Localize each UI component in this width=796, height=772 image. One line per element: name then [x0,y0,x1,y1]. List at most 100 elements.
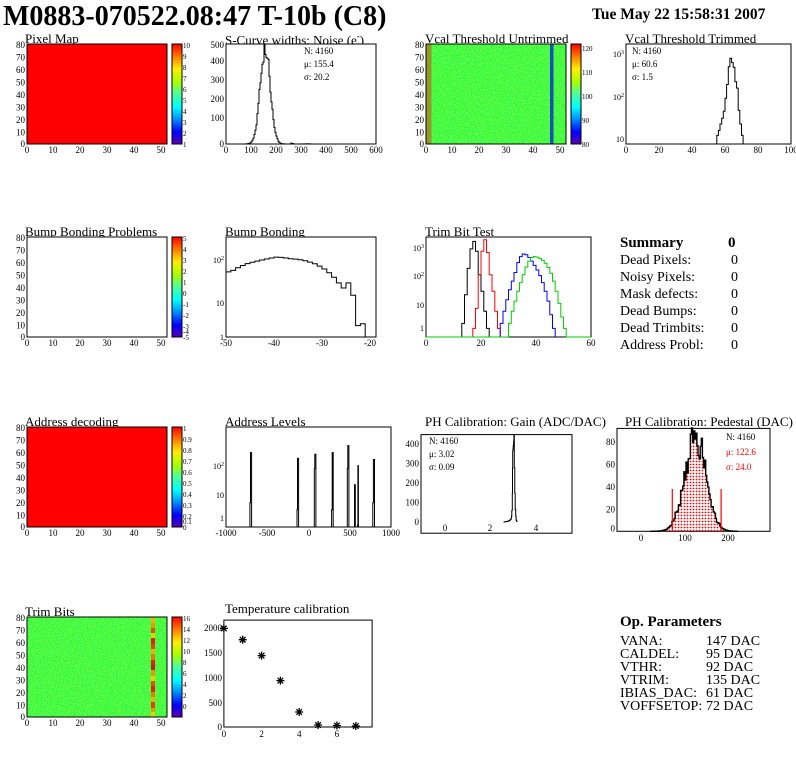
svg-text:N: 4160: N: 4160 [632,46,662,56]
svg-text:10: 10 [16,128,26,138]
svg-text:100: 100 [784,145,796,155]
svg-text:8: 8 [183,64,187,72]
svg-text:3: 3 [183,257,187,265]
svg-text:30: 30 [103,718,113,728]
svg-text:1000: 1000 [382,528,401,538]
svg-text:20: 20 [76,145,86,155]
svg-text:10: 10 [49,338,59,348]
svg-text:30: 30 [103,338,113,348]
svg-text:40: 40 [16,473,26,483]
svg-text:40: 40 [130,718,140,728]
svg-text:10: 10 [448,145,458,155]
svg-text:70: 70 [16,436,26,446]
svg-text:-2: -2 [183,312,189,320]
svg-text:60: 60 [16,448,26,458]
svg-text:30: 30 [16,296,26,306]
svg-text:80: 80 [16,613,26,623]
svg-text:300: 300 [406,459,420,469]
svg-text:30: 30 [103,528,113,538]
svg-text:80: 80 [606,437,616,447]
svg-text:80: 80 [16,423,26,433]
svg-text:4: 4 [183,681,187,689]
svg-text:20: 20 [477,338,487,348]
svg-text:10: 10 [416,301,424,310]
svg-text:80: 80 [16,233,26,243]
svg-text:0: 0 [624,145,629,155]
svg-text:110: 110 [582,69,593,77]
svg-text:6: 6 [183,670,187,678]
svg-text:20: 20 [475,145,485,155]
svg-text:40: 40 [16,283,26,293]
svg-text:-30: -30 [316,338,328,348]
svg-text:0.7: 0.7 [183,458,192,466]
svg-text:σ: 20.2: σ: 20.2 [304,72,329,82]
svg-text:500: 500 [344,145,358,155]
svg-text:30: 30 [415,103,425,113]
svg-text:5: 5 [183,97,187,105]
svg-text:30: 30 [16,486,26,496]
svg-text:40: 40 [606,482,616,492]
svg-text:2: 2 [259,729,264,739]
svg-text:2: 2 [183,268,187,276]
svg-text:100: 100 [211,113,225,123]
svg-text:20: 20 [606,505,616,515]
svg-text:500: 500 [209,698,223,708]
svg-text:σ: 1.5: σ: 1.5 [632,72,653,82]
svg-text:50: 50 [157,145,167,155]
svg-text:10: 10 [49,145,59,155]
svg-text:2000: 2000 [204,623,223,633]
svg-text:80: 80 [16,40,26,50]
svg-text:50: 50 [556,145,566,155]
svg-text:10: 10 [16,701,26,711]
svg-text:400: 400 [406,439,420,449]
svg-text:7: 7 [183,75,187,83]
svg-text:20: 20 [16,115,26,125]
svg-text:70: 70 [16,53,26,63]
svg-text:10: 10 [183,42,191,50]
svg-text:500: 500 [211,40,225,50]
svg-text:0: 0 [307,528,312,538]
svg-text:0: 0 [424,338,429,348]
svg-text:70: 70 [16,626,26,636]
svg-text:40: 40 [415,90,425,100]
svg-text:4: 4 [183,246,187,254]
svg-text:10: 10 [415,128,425,138]
svg-text:-500: -500 [259,528,276,538]
svg-text:8: 8 [183,659,187,667]
svg-text:1: 1 [183,425,187,433]
svg-text:4: 4 [297,729,302,739]
svg-text:10: 10 [183,648,191,656]
svg-text:40: 40 [529,145,539,155]
svg-text:-40: -40 [268,338,280,348]
svg-text:50: 50 [415,78,425,88]
svg-text:10: 10 [16,511,26,521]
svg-text:μ: 60.6: μ: 60.6 [632,59,658,69]
svg-text:12: 12 [183,637,191,645]
svg-text:0: 0 [25,145,30,155]
svg-text:200: 200 [269,145,283,155]
svg-text:4: 4 [183,108,187,116]
svg-text:40: 40 [16,663,26,673]
svg-text:0.5: 0.5 [183,480,192,488]
svg-text:200: 200 [721,533,735,543]
svg-text:10: 10 [49,528,59,538]
svg-text:30: 30 [103,145,113,155]
svg-text:90: 90 [582,117,590,125]
svg-text:20: 20 [655,145,665,155]
svg-text:0: 0 [639,533,644,543]
svg-text:200: 200 [211,94,225,104]
svg-text:20: 20 [16,308,26,318]
svg-text:1000: 1000 [204,673,223,683]
svg-text:300: 300 [211,75,225,85]
svg-text:-20: -20 [364,338,376,348]
svg-text:N: 4160: N: 4160 [726,432,756,442]
svg-text:1500: 1500 [204,648,223,658]
svg-text:50: 50 [157,718,167,728]
svg-text:μ: 155.4: μ: 155.4 [304,59,334,69]
svg-text:80: 80 [582,141,590,149]
svg-text:50: 50 [16,461,26,471]
svg-text:103: 103 [413,244,424,253]
svg-text:600: 600 [369,145,383,155]
svg-text:20: 20 [76,528,86,538]
svg-text:20: 20 [16,498,26,508]
